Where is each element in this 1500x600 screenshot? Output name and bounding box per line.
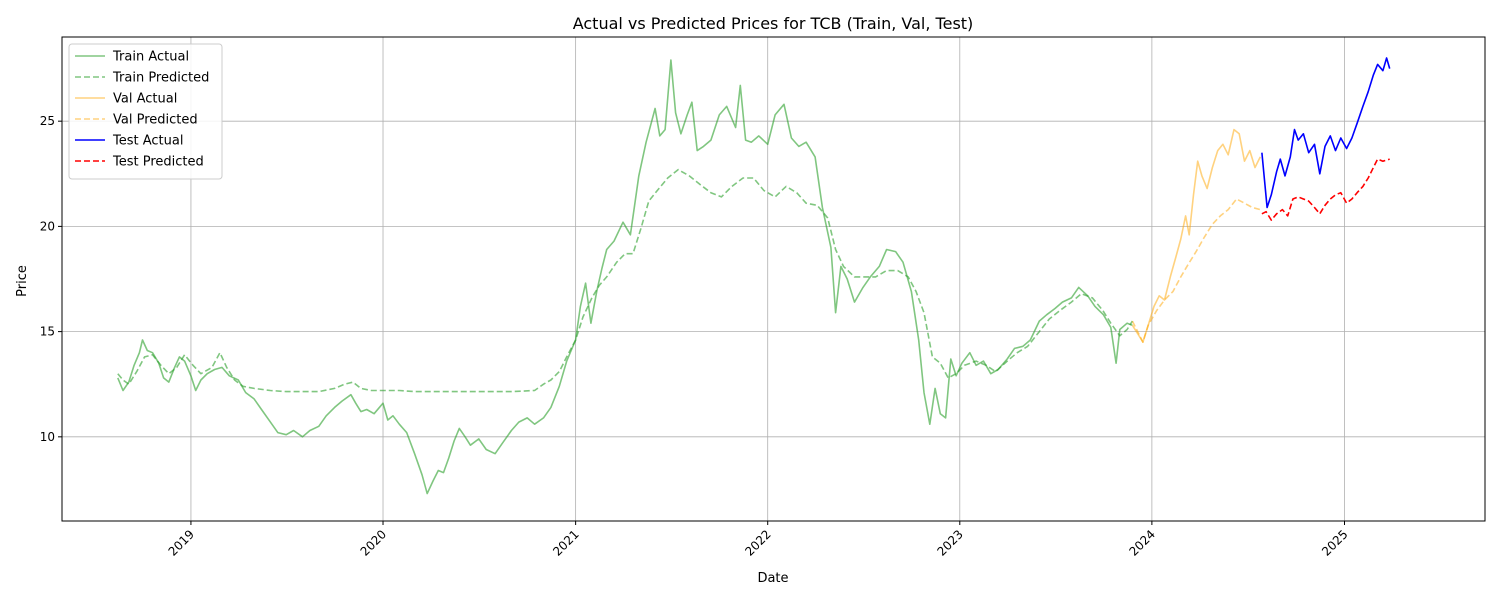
y-tick-label: 15 <box>40 325 55 339</box>
series-lines <box>117 57 1391 495</box>
x-axis-title: Date <box>757 571 788 586</box>
x-tick-label: 2020 <box>358 527 389 558</box>
series-line-val-predicted <box>1131 198 1261 343</box>
legend: Train Actual Train Predicted Val Actual Val… <box>68 43 223 180</box>
legend-label: Train Predicted <box>112 71 209 86</box>
y-tick-label: 25 <box>40 114 55 128</box>
legend-box <box>68 43 223 180</box>
x-tick-label: 2021 <box>550 527 581 558</box>
plot-area-frame <box>61 36 1486 522</box>
x-tick-label: 2025 <box>1319 527 1350 558</box>
series-line-val-actual <box>1131 128 1262 343</box>
chart-title: Actual vs Predicted Prices for TCB (Trai… <box>573 14 974 33</box>
legend-label: Test Actual <box>112 134 183 149</box>
x-tick-label: 2023 <box>934 527 965 558</box>
y-tick-label: 20 <box>40 219 55 233</box>
y-axis-title: Price <box>15 265 30 297</box>
y-tick-label: 10 <box>40 430 55 444</box>
legend-label: Val Actual <box>113 92 177 107</box>
legend-label: Train Actual <box>112 50 189 65</box>
legend-label: Test Predicted <box>112 155 204 170</box>
series-line-train-actual <box>117 59 1133 495</box>
x-tick-label: 2019 <box>166 527 197 558</box>
series-line-test-actual <box>1261 57 1391 209</box>
x-tick-label: 2022 <box>742 527 773 558</box>
grid-lines <box>62 37 1485 521</box>
series-line-train-predicted <box>117 168 1134 393</box>
legend-label: Val Predicted <box>113 113 198 128</box>
x-tick-label: 2024 <box>1127 527 1158 558</box>
series-line-test-predicted <box>1261 158 1390 221</box>
